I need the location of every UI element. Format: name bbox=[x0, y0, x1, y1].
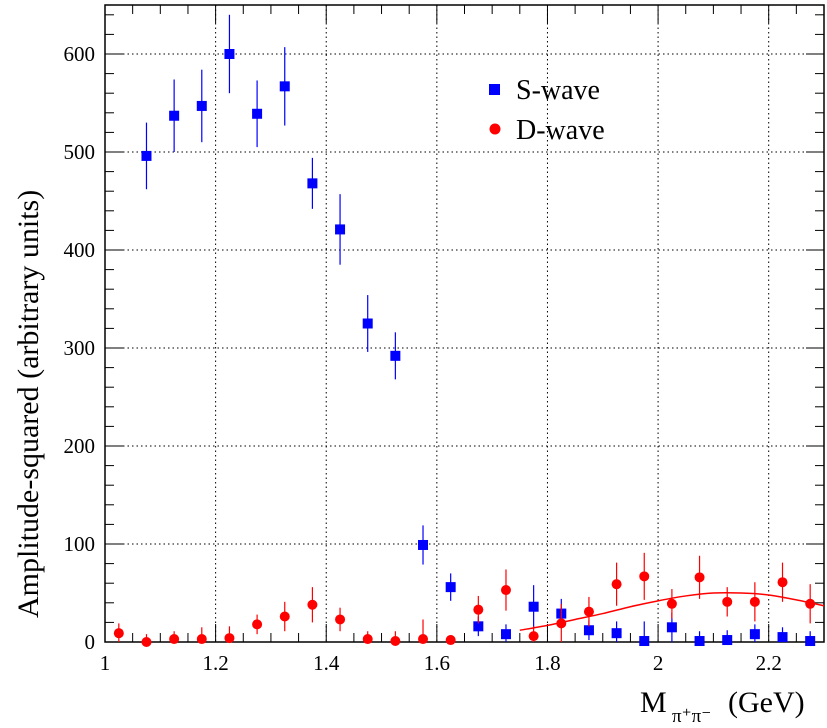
data-point-s-wave bbox=[279, 81, 290, 92]
x-tick-label: 1.6 bbox=[424, 651, 450, 675]
y-tick-label: 600 bbox=[64, 42, 96, 66]
y-tick-label: 100 bbox=[64, 532, 96, 556]
axis-ticks bbox=[104, 5, 825, 643]
data-point-s-wave bbox=[805, 636, 816, 647]
data-point-s-wave bbox=[307, 178, 318, 189]
data-point-s-wave bbox=[473, 621, 484, 632]
data-point-d-wave bbox=[196, 634, 207, 645]
data-point-d-wave bbox=[473, 604, 484, 615]
x-tick-label: 2.2 bbox=[756, 651, 782, 675]
data-point-s-wave bbox=[418, 539, 429, 550]
data-point-s-wave bbox=[777, 632, 788, 643]
data-point-d-wave bbox=[390, 636, 401, 647]
y-tick-label: 200 bbox=[64, 434, 96, 458]
data-point-s-wave bbox=[639, 636, 650, 647]
x-tick-label: 1.2 bbox=[202, 651, 228, 675]
data-point-s-wave bbox=[169, 110, 180, 121]
data-point-d-wave bbox=[722, 596, 733, 607]
legend: S-wave D-wave bbox=[489, 75, 605, 146]
data-point-d-wave bbox=[279, 611, 290, 622]
data-point-d-wave bbox=[777, 577, 788, 588]
data-point-d-wave bbox=[639, 571, 650, 582]
data-point-s-wave bbox=[722, 635, 733, 646]
y-tick-label: 400 bbox=[64, 238, 96, 262]
x-axis-title-unit: (GeV) bbox=[728, 686, 805, 719]
plot-area bbox=[104, 4, 825, 643]
data-point-s-wave bbox=[390, 350, 401, 361]
data-point-d-wave bbox=[445, 635, 456, 646]
data-point-d-wave bbox=[169, 634, 180, 645]
legend-swatch-d-wave bbox=[489, 123, 501, 135]
data-point-s-wave bbox=[196, 100, 207, 111]
data-point-d-wave bbox=[611, 579, 622, 590]
legend-label-d-wave: D-wave bbox=[516, 115, 605, 146]
y-tick-label: 300 bbox=[64, 336, 96, 360]
data-point-s-wave bbox=[224, 49, 235, 59]
data-point-d-wave bbox=[694, 572, 705, 583]
data-point-d-wave bbox=[362, 634, 373, 645]
data-point-d-wave bbox=[335, 614, 346, 625]
data-point-s-wave bbox=[611, 628, 622, 639]
data-point-d-wave bbox=[749, 596, 760, 607]
y-axis-title: Amplitude-squared (arbitrary units) bbox=[12, 190, 45, 618]
data-point-d-wave bbox=[666, 598, 677, 609]
data-point-d-wave bbox=[252, 619, 263, 630]
data-point-s-wave bbox=[694, 636, 705, 647]
data-point-d-wave bbox=[113, 628, 124, 639]
data-point-s-wave bbox=[749, 629, 760, 640]
x-tick-label: 1.4 bbox=[313, 651, 340, 675]
data-point-s-wave bbox=[445, 582, 456, 593]
x-axis-title-main: M bbox=[640, 686, 667, 719]
data-point-d-wave bbox=[556, 618, 567, 629]
data-point-d-wave bbox=[500, 585, 511, 596]
x-axis-title-subscript: π⁺π⁻ bbox=[672, 706, 711, 727]
x-tick-label: 1.8 bbox=[534, 651, 560, 675]
y-tick-labels: 0 100 200 300 400 500 600 bbox=[64, 42, 96, 654]
data-point-d-wave bbox=[224, 633, 235, 644]
data-point-s-wave bbox=[583, 625, 594, 636]
data-point-s-wave bbox=[362, 318, 373, 329]
data-point-s-wave bbox=[335, 224, 346, 235]
y-tick-label: 500 bbox=[64, 140, 96, 164]
data-point-s-wave bbox=[666, 622, 677, 633]
data-point-s-wave bbox=[141, 150, 152, 161]
x-tick-labels: 1 1.2 1.4 1.6 1.8 2 2.2 bbox=[100, 651, 782, 675]
y-tick-label: 0 bbox=[85, 630, 96, 654]
data-point-d-wave bbox=[418, 634, 429, 645]
legend-label-s-wave: S-wave bbox=[516, 75, 600, 106]
data-point-s-wave bbox=[500, 629, 511, 640]
data-point-d-wave bbox=[141, 637, 152, 647]
data-point-s-wave bbox=[252, 108, 263, 119]
data-marks bbox=[113, 14, 816, 647]
x-tick-label: 1 bbox=[100, 651, 111, 675]
data-point-d-wave bbox=[307, 599, 318, 610]
data-point-d-wave bbox=[805, 598, 816, 609]
x-tick-label: 2 bbox=[653, 651, 664, 675]
legend-swatch-s-wave bbox=[489, 84, 500, 95]
data-point-s-wave bbox=[528, 601, 539, 612]
data-point-d-wave bbox=[583, 606, 594, 617]
grid bbox=[105, 5, 824, 642]
x-axis-title: M π⁺π⁻ (GeV) bbox=[640, 686, 805, 727]
data-point-d-wave bbox=[528, 631, 539, 642]
